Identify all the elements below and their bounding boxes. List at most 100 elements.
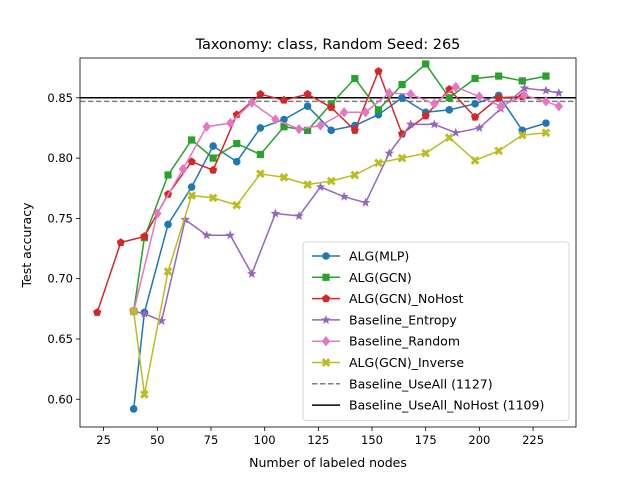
data-point-baseline-random: [294, 123, 304, 135]
data-point-baseline-entropy: [180, 214, 190, 224]
data-point-alg-gcn-inverse: [256, 169, 265, 179]
y-tick-label: 0.65: [47, 332, 73, 346]
data-point-alg-mlp: [327, 126, 336, 135]
data-point-baseline-entropy: [405, 119, 416, 129]
data-point-alg-gcn-inverse: [541, 128, 551, 138]
data-point-alg-gcn-nohost: [209, 165, 218, 174]
data-point-alg-gcn-nohost: [397, 129, 407, 138]
data-point-baseline-entropy: [474, 122, 485, 132]
data-point-alg-mlp: [209, 142, 217, 150]
data-point-alg-gcn-inverse: [129, 306, 139, 316]
x-tick-label: 175: [415, 433, 437, 447]
data-point-alg-gcn-inverse: [232, 200, 242, 210]
data-point-alg-gcn-nohost: [374, 66, 383, 75]
data-point-alg-gcn-inverse: [208, 193, 218, 203]
data-point-baseline-random: [451, 81, 460, 93]
data-point-baseline-random: [361, 107, 370, 118]
data-point-baseline-random: [520, 90, 529, 101]
data-point-alg-gcn-nohost: [303, 89, 312, 98]
data-point-alg-gcn: [209, 154, 217, 162]
data-point-alg-gcn: [445, 94, 453, 102]
x-tick-label: 75: [204, 433, 219, 447]
data-point-baseline-random: [226, 117, 235, 129]
data-point-alg-gcn-nohost: [93, 308, 102, 316]
y-tick-label: 0.75: [47, 211, 73, 225]
legend-marker: [321, 358, 331, 367]
data-point-baseline-entropy: [429, 119, 440, 129]
data-point-alg-gcn-inverse: [470, 156, 480, 165]
data-point-alg-mlp: [187, 183, 196, 191]
x-tick-label: 150: [361, 433, 383, 447]
data-point-alg-gcn: [280, 123, 288, 131]
legend-label: Baseline_Random: [349, 334, 460, 349]
legend-label: ALG(MLP): [349, 249, 409, 264]
data-point-baseline-entropy: [519, 83, 530, 93]
y-axis-label: Test accuracy: [19, 202, 34, 289]
data-point-baseline-random: [271, 114, 280, 125]
x-axis-label: Number of labeled nodes: [249, 455, 407, 470]
legend: ALG(MLP) ALG(GCN) ALG(GCN)_NoHost Baseline_…: [302, 241, 570, 421]
data-point-alg-gcn-nohost: [256, 89, 265, 98]
axes-frame: [79, 57, 577, 428]
x-tick-label: 50: [150, 433, 165, 447]
data-point-baseline-random: [202, 121, 211, 132]
data-point-alg-gcn: [471, 74, 479, 83]
data-point-alg-mlp: [398, 93, 406, 102]
data-point-alg-mlp: [280, 115, 288, 124]
data-point-alg-gcn: [256, 150, 264, 159]
legend-label: ALG(GCN)_Inverse: [349, 355, 464, 370]
legend-label: Baseline_UseAll (1127): [349, 376, 493, 391]
data-point-baseline-entropy: [554, 87, 564, 98]
data-point-alg-gcn-inverse: [140, 390, 149, 399]
data-point-alg-gcn-nohost: [116, 238, 125, 246]
data-point-alg-gcn-nohost: [279, 95, 289, 104]
plot-area: 25 50 75 100 125 150 175 200 225 0.60 0.65 0.70 0.75…: [47, 57, 577, 447]
data-point-baseline-random: [475, 91, 484, 102]
data-point-alg-mlp: [445, 106, 454, 114]
data-point-baseline-random: [316, 120, 325, 131]
data-point-alg-gcn-inverse: [163, 267, 173, 276]
data-point-alg-mlp: [471, 100, 479, 108]
data-point-baseline-entropy: [360, 197, 371, 207]
data-point-baseline-entropy: [156, 315, 167, 325]
data-point-baseline-random: [247, 97, 256, 108]
chart-title: Taxonomy: class, Random Seed: 265: [195, 37, 461, 53]
data-point-baseline-entropy: [339, 191, 349, 201]
data-point-alg-mlp: [232, 157, 241, 166]
data-point-alg-mlp: [303, 102, 312, 111]
series-line-baseline-random: [132, 86, 560, 312]
data-point-alg-gcn-nohost: [470, 112, 480, 121]
legend-marker: [321, 294, 331, 303]
data-point-alg-gcn-inverse: [444, 133, 454, 142]
data-point-alg-mlp: [164, 220, 172, 229]
data-point-baseline-entropy: [270, 208, 281, 218]
legend-marker: [321, 336, 331, 347]
data-layer: [80, 60, 576, 413]
data-point-alg-gcn: [374, 106, 383, 114]
data-point-alg-gcn-inverse: [494, 146, 504, 156]
data-point-alg-gcn-inverse: [326, 176, 336, 186]
data-point-baseline-random: [178, 163, 188, 175]
data-point-alg-gcn: [233, 140, 241, 148]
data-point-alg-gcn-inverse: [421, 148, 431, 158]
x-tick-label: 200: [468, 433, 490, 447]
legend-label: Baseline_Entropy: [349, 312, 457, 327]
data-point-baseline-random: [554, 101, 564, 112]
x-tick-label: 225: [522, 433, 544, 447]
data-point-alg-gcn: [188, 136, 196, 144]
data-point-baseline-entropy: [451, 127, 461, 137]
data-point-alg-gcn: [518, 77, 526, 85]
data-point-alg-mlp: [542, 119, 550, 127]
y-tick-label: 0.85: [47, 91, 73, 105]
data-point-baseline-random: [496, 101, 506, 112]
data-point-alg-gcn-nohost: [232, 110, 241, 119]
data-point-alg-gcn-nohost: [140, 232, 149, 240]
data-point-alg-gcn: [351, 74, 359, 83]
data-point-alg-gcn: [304, 126, 312, 134]
data-point-alg-gcn-inverse: [374, 158, 383, 168]
data-point-alg-gcn-nohost: [187, 157, 196, 166]
data-point-alg-gcn: [398, 80, 406, 89]
data-point-baseline-entropy: [315, 182, 326, 192]
data-point-alg-gcn-inverse: [303, 180, 312, 189]
